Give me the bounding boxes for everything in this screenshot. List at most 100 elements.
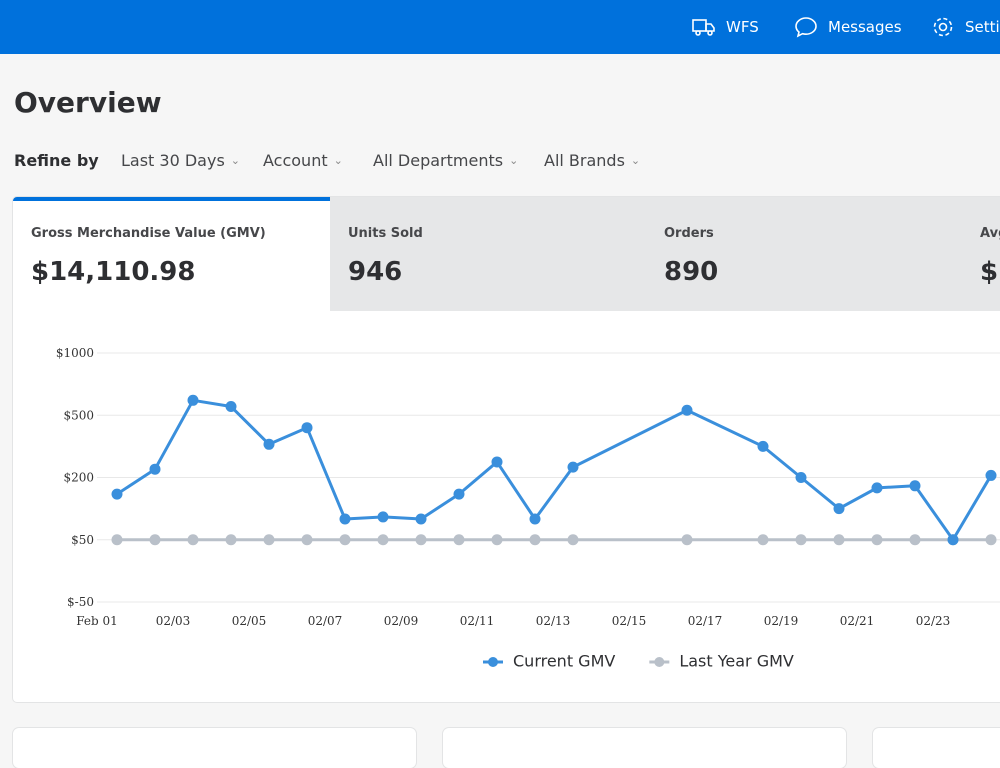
metric-tab[interactable]: Gross Merchandise Value (GMV) $14,110.98 (13, 197, 330, 311)
top-bar: WFS Messages Settings (0, 0, 1000, 54)
data-point (187, 394, 199, 406)
data-point (871, 534, 883, 546)
data-point (377, 534, 389, 546)
legend-label: Last Year GMV (679, 652, 794, 671)
filter-dropdown[interactable]: Last 30 Days ⌄ (121, 151, 241, 170)
legend-marker (654, 657, 665, 667)
settings-icon (933, 17, 953, 37)
data-point (529, 513, 541, 525)
truck-icon (692, 19, 715, 36)
data-point (225, 534, 237, 546)
data-point (149, 534, 161, 546)
data-point (681, 404, 693, 416)
data-point (301, 422, 313, 434)
data-point (491, 534, 503, 546)
filter-dropdown[interactable]: Account ⌄ (263, 151, 343, 170)
data-point (301, 534, 313, 546)
data-point (453, 488, 465, 500)
bottom-card (13, 728, 416, 768)
data-point (111, 534, 123, 546)
filter-label: All Departments (373, 151, 504, 170)
data-point (757, 534, 769, 546)
data-point (909, 480, 921, 492)
x-tick-label: 02/09 (384, 614, 419, 628)
x-tick-label: Feb 01 (76, 614, 118, 628)
data-point (529, 534, 541, 546)
y-tick-label: $1000 (56, 346, 94, 360)
metrics-card: Gross Merchandise Value (GMV) $14,110.98… (13, 197, 1000, 702)
nav-label: Settings (965, 18, 1000, 36)
metric-value: $1 (980, 257, 1000, 287)
data-point (225, 401, 237, 413)
data-point (491, 456, 503, 468)
page: {"header": {"nav": ["WFS", "Messages", "… (0, 0, 1000, 702)
x-tick-label: 02/17 (688, 614, 723, 628)
refine-label: Refine by (14, 151, 99, 170)
y-tick-label: $-50 (67, 595, 94, 609)
data-point (871, 482, 883, 494)
data-point (985, 469, 997, 481)
filter-label: All Brands (544, 151, 625, 170)
data-point (149, 463, 161, 475)
x-tick-label: 02/05 (232, 614, 267, 628)
metric-label: Gross Merchandise Value (GMV) (31, 226, 266, 241)
nav-label: Messages (828, 18, 902, 36)
data-point (795, 472, 807, 483)
x-tick-label: 02/21 (840, 614, 875, 628)
legend-marker (488, 657, 498, 667)
data-point (567, 534, 579, 546)
data-point (415, 534, 427, 546)
data-point (681, 534, 693, 546)
gmv-chart: $-50 $50 $200 $500 $1000 Feb 01 02/03 02/05 02/0… (56, 346, 1000, 671)
x-tick-label: 02/11 (460, 614, 495, 628)
bottom-card (873, 728, 1000, 768)
data-point (377, 511, 389, 523)
metric-label: Units Sold (348, 226, 423, 241)
metric-label: Orders (664, 226, 714, 241)
series-line (116, 398, 993, 542)
nav-item[interactable]: Messages (794, 0, 902, 54)
x-tick-label: 02/19 (764, 614, 799, 628)
data-point (985, 534, 997, 546)
data-point (795, 534, 807, 546)
x-tick-label: 02/23 (916, 614, 951, 628)
data-point (947, 534, 959, 546)
filter-label: Last 30 Days (121, 151, 225, 170)
x-tick-label: 02/03 (156, 614, 191, 628)
data-point (339, 534, 351, 546)
data-point (567, 461, 579, 473)
y-tick-label: $200 (63, 471, 94, 485)
filter-label: Account (263, 151, 328, 170)
metric-tab[interactable]: Units Sold 946 (330, 197, 646, 311)
metric-value: 890 (664, 257, 719, 287)
data-point (187, 534, 199, 546)
x-tick-label: 02/07 (308, 614, 343, 628)
filter-dropdown[interactable]: All Departments ⌄ (373, 151, 519, 170)
data-point (263, 438, 275, 450)
x-tick-label: 02/13 (536, 614, 571, 628)
page-title: Overview (14, 86, 162, 119)
nav-item[interactable]: WFS (692, 0, 759, 54)
data-point (833, 503, 845, 515)
filter-dropdown[interactable]: All Brands ⌄ (544, 151, 641, 170)
legend-label: Current GMV (513, 652, 615, 671)
metric-tab[interactable]: Orders 890 (646, 197, 962, 311)
metric-value: 946 (348, 257, 403, 287)
metric-value: $14,110.98 (31, 257, 196, 287)
data-point (909, 534, 921, 546)
y-tick-label: $50 (71, 533, 94, 547)
data-point (757, 440, 769, 452)
y-tick-label: $500 (63, 408, 94, 422)
message-icon (795, 17, 817, 38)
metric-label: Avg (980, 226, 1000, 241)
data-point (339, 513, 351, 525)
data-point (263, 534, 275, 546)
data-point (453, 534, 465, 546)
bottom-card (443, 728, 846, 768)
nav-item[interactable]: Settings (931, 0, 1000, 54)
x-tick-label: 02/15 (612, 614, 647, 628)
metric-tab[interactable]: Avg $1 (962, 197, 1000, 311)
data-point (111, 488, 123, 500)
data-point (833, 534, 845, 546)
nav-label: WFS (726, 18, 759, 36)
